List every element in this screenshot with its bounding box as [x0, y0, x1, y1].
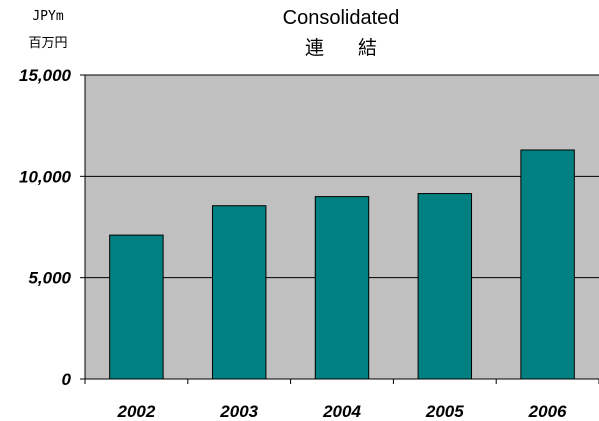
x-tick-label-2006: 2006 [528, 402, 567, 421]
bar-2005 [417, 193, 473, 380]
bar-2002 [109, 234, 164, 380]
bar-series [109, 149, 575, 380]
x-tick-label-2003: 2003 [219, 402, 258, 421]
y-tick-label-1: 5,000 [28, 269, 71, 288]
axes [80, 74, 599, 384]
chart-subtitle: 連 結 [305, 37, 391, 59]
y-tick-label-2: 10,000 [19, 167, 72, 186]
y-tick-label-0: 0 [62, 370, 72, 389]
x-tick-label-2005: 2005 [425, 402, 464, 421]
x-axis-tick-labels: 2002 2003 2004 2005 2006 [116, 402, 567, 421]
x-tick-label-2004: 2004 [322, 402, 361, 421]
unit-label-english: JPYm [32, 9, 63, 24]
bar-2003 [211, 205, 267, 380]
bar-2004 [314, 196, 370, 380]
x-tick-label-2002: 2002 [116, 402, 155, 421]
unit-label-japanese: 百万円 [28, 36, 67, 51]
bar-2006 [520, 149, 575, 380]
y-tick-label-3: 15,000 [19, 66, 72, 85]
chart-title: Consolidated [283, 7, 400, 29]
y-axis-tick-labels: 0 5,000 10,000 15,000 [19, 66, 72, 389]
